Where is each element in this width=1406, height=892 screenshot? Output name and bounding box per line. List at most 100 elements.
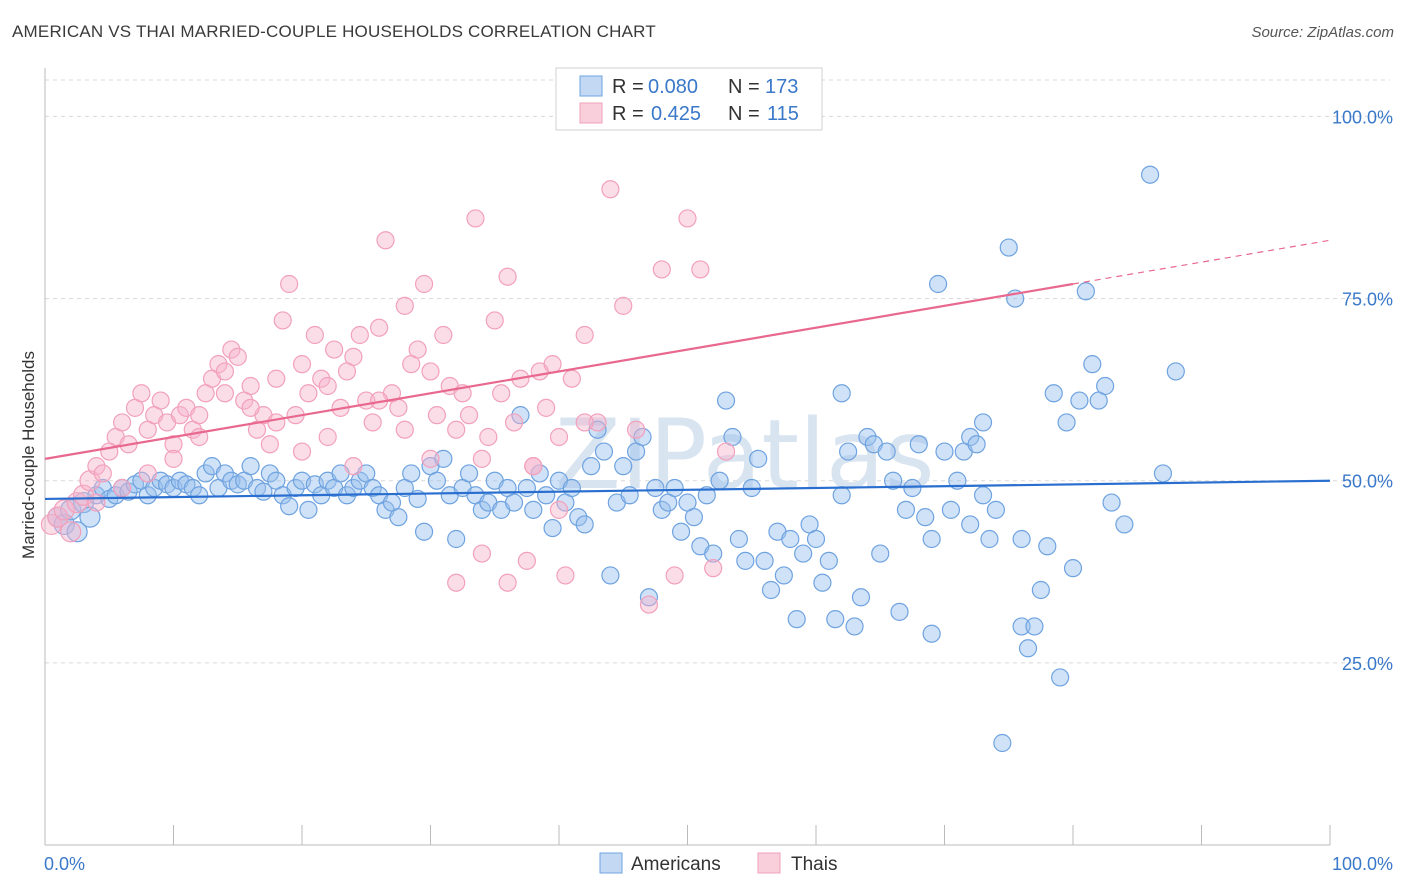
- american-point-126: [858, 427, 877, 447]
- thai-point-19: [164, 435, 183, 454]
- american-point-116: [794, 544, 813, 563]
- thai-point-86: [626, 420, 646, 439]
- american-point-110: [755, 551, 774, 570]
- thai-point-99: [215, 384, 234, 403]
- thai-point-17: [151, 391, 170, 410]
- american-point-97: [671, 522, 691, 541]
- american-point-104: [716, 391, 736, 410]
- american-point-93: [646, 478, 665, 498]
- american-point-81: [569, 508, 588, 527]
- thai-point-95: [164, 449, 183, 468]
- american-point-138: [935, 442, 954, 461]
- american-point-88: [614, 457, 633, 476]
- american-point-130: [883, 471, 903, 490]
- thai-point-7: [87, 457, 106, 476]
- american-point-157: [1057, 413, 1076, 432]
- x-tick-label-0: 0.0%: [44, 854, 85, 874]
- american-point-139: [941, 500, 961, 519]
- thai-point-93: [716, 442, 736, 461]
- american-point-60: [434, 449, 453, 468]
- american-point-137: [928, 274, 948, 294]
- thai-point-48: [350, 325, 369, 345]
- american-point-136: [922, 529, 941, 549]
- american-point-113: [774, 566, 793, 585]
- american-point-80: [562, 478, 581, 498]
- thai-point-97: [112, 478, 132, 498]
- american-point-73: [517, 478, 536, 498]
- american-point-96: [665, 478, 684, 498]
- american-point-145: [980, 529, 999, 549]
- american-point-62: [447, 529, 466, 549]
- american-point-144: [973, 486, 993, 505]
- american-point-75: [530, 464, 549, 483]
- thai-point-59: [421, 362, 440, 381]
- american-point-66: [472, 500, 491, 519]
- thai-point-47: [344, 347, 363, 366]
- american-point-46: [344, 478, 363, 498]
- thai-point-20: [170, 406, 190, 425]
- american-point-39: [299, 500, 318, 519]
- y-tick-label-1: 50.0%: [1342, 472, 1393, 492]
- legend-n-value-americans: 173: [765, 76, 798, 98]
- thai-point-70: [492, 384, 511, 403]
- thai-point-42: [312, 369, 331, 388]
- american-point-30: [241, 457, 260, 476]
- legend-r-value-americans: 0.080: [648, 76, 698, 98]
- thai-point-106: [395, 420, 414, 439]
- thai-point-90: [678, 209, 697, 228]
- thai-point-66: [466, 209, 485, 228]
- american-point-71: [504, 493, 524, 512]
- american-point-132: [896, 500, 916, 519]
- legend-r-label-thais: R =: [612, 103, 644, 125]
- thai-point-61: [434, 325, 453, 345]
- american-point-106: [729, 529, 749, 549]
- y-tick-label-0: 25.0%: [1342, 654, 1393, 674]
- american-point-102: [704, 544, 723, 563]
- thai-point-82: [575, 325, 594, 345]
- bottom-legend: Americans Thais: [599, 852, 837, 875]
- thai-point-69: [485, 311, 504, 330]
- american-point-120: [819, 551, 838, 570]
- legend-n-value-thais: 115: [767, 103, 799, 125]
- thai-point-37: [280, 274, 299, 294]
- american-point-103: [710, 471, 729, 490]
- thai-point-23: [190, 406, 209, 425]
- thai-point-31: [241, 376, 260, 396]
- thai-point-83: [588, 413, 607, 432]
- american-point-23: [196, 464, 215, 483]
- american-point-118: [806, 529, 826, 549]
- thai-point-113: [575, 413, 594, 432]
- thai-point-57: [408, 340, 427, 359]
- thai-point-92: [704, 559, 723, 578]
- bottom-legend-swatch-americans: [599, 852, 623, 874]
- thai-point-35: [267, 369, 286, 388]
- thai-point-54: [389, 398, 408, 417]
- chart-title: AMERICAN VS THAI MARRIED-COUPLE HOUSEHOL…: [12, 22, 656, 41]
- american-point-109: [749, 449, 768, 468]
- thai-point-63: [447, 420, 466, 439]
- american-point-57: [414, 522, 434, 541]
- thai-point-88: [652, 260, 671, 279]
- thai-point-44: [325, 340, 344, 359]
- american-point-151: [1018, 639, 1038, 658]
- american-point-131: [890, 602, 909, 621]
- thai-point-78: [543, 355, 562, 374]
- thai-point-34: [260, 435, 279, 454]
- thai-point-104: [344, 457, 363, 476]
- top-legend: R = 0.080 N = 173 R = 0.425 N = 115: [555, 67, 823, 131]
- thai-point-40: [299, 384, 318, 403]
- american-point-55: [402, 464, 421, 483]
- american-point-129: [877, 442, 896, 461]
- american-point-152: [1025, 617, 1044, 636]
- american-point-5: [79, 506, 101, 528]
- thai-point-43: [318, 376, 337, 396]
- thai-point-101: [267, 413, 286, 432]
- american-point-155: [1044, 384, 1063, 403]
- thai-point-98: [87, 493, 106, 512]
- x-tick-label-1: 100.0%: [1332, 854, 1393, 874]
- tick-labels: 25.0% 50.0% 75.0% 100.0% 0.0% 100.0%: [44, 107, 1393, 874]
- y-tick-label-3: 100.0%: [1332, 107, 1393, 127]
- axes: [44, 68, 1331, 846]
- thai-point-77: [537, 398, 556, 417]
- american-point-150: [1012, 617, 1031, 636]
